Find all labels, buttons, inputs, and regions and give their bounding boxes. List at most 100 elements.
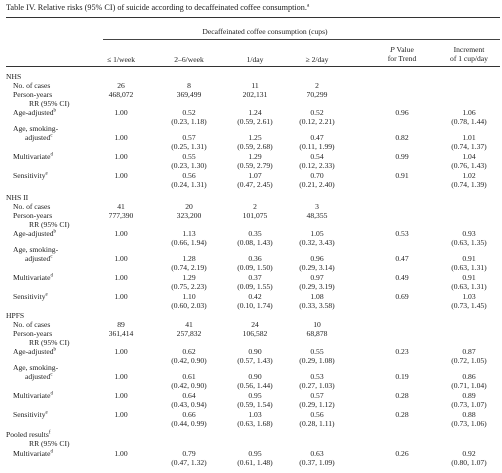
p-value-italic: P xyxy=(390,45,395,54)
rr-ci: (0.66, 1.94) xyxy=(171,238,207,247)
increment-value: 1.02 xyxy=(462,171,476,180)
rr-value: 0.62 xyxy=(182,347,196,356)
row-label: Multivariated xyxy=(13,152,53,161)
column-header-1: ≤ 1/week xyxy=(107,55,135,64)
p-trend-value: 0.23 xyxy=(395,347,409,356)
person-years-label: Person-years xyxy=(13,329,53,338)
rr-value: 1.00 xyxy=(114,171,128,180)
increment-value: 0.92 xyxy=(462,449,476,458)
row-label: Sensitivitye xyxy=(13,410,48,419)
increment-value: 0.93 xyxy=(462,229,476,238)
person-years-value: 257,832 xyxy=(176,329,202,338)
rr-value: 0.56 xyxy=(310,410,324,419)
rr-value: 0.64 xyxy=(182,391,196,400)
row-label-text: adjusted xyxy=(25,133,51,142)
rr-ci: (0.61, 1.48) xyxy=(237,458,273,467)
rr-value: 0.57 xyxy=(310,391,324,400)
cases-label: No. of cases xyxy=(13,320,51,329)
rr-value: 0.70 xyxy=(310,171,324,180)
rr-ci: (0.29, 1.12) xyxy=(299,400,335,409)
row-label-text: Multivariate xyxy=(13,152,51,161)
rr-label: RR (95% CI) xyxy=(29,99,70,108)
p-trend-value: 0.53 xyxy=(395,229,409,238)
person-years-value: 101,075 xyxy=(242,211,268,220)
increment-value: 0.87 xyxy=(462,347,476,356)
row-label-text: Sensitivity xyxy=(13,410,46,419)
row-label-line1: Age, smoking- xyxy=(13,124,59,133)
person-years-value: 468,072 xyxy=(108,90,134,99)
rr-ci: (0.21, 2.40) xyxy=(299,180,335,189)
rr-label: RR (95% CI) xyxy=(29,439,70,448)
row-label: adjustedc xyxy=(25,254,53,263)
rr-value: 1.13 xyxy=(182,229,196,238)
rr-value: 0.52 xyxy=(310,108,324,117)
p-value-rest: Value xyxy=(394,45,414,54)
rr-ci: (0.59, 2.61) xyxy=(237,117,273,126)
increment-value: 1.04 xyxy=(462,152,476,161)
person-years-value: 202,131 xyxy=(242,90,268,99)
rr-ci: (0.47, 1.32) xyxy=(171,458,207,467)
rr-ci: (0.32, 3.43) xyxy=(299,238,335,247)
person-years-label: Person-years xyxy=(13,211,53,220)
rr-value: 0.55 xyxy=(182,152,196,161)
rr-value: 1.10 xyxy=(182,292,196,301)
increment-ci: (0.74, 1.39) xyxy=(451,180,487,189)
rr-ci: (0.12, 2.21) xyxy=(299,117,335,126)
rr-ci: (0.42, 0.90) xyxy=(171,381,207,390)
increment-value: 0.86 xyxy=(462,372,476,381)
rr-ci: (0.10, 1.74) xyxy=(237,301,273,310)
rr-ci: (0.75, 2.23) xyxy=(171,282,207,291)
pooled-title-text: Pooled results xyxy=(6,430,49,439)
rr-value: 0.90 xyxy=(248,347,262,356)
row-label-text: Multivariate xyxy=(13,273,51,282)
rr-ci: (0.74, 2.19) xyxy=(171,263,207,272)
rr-value: 1.00 xyxy=(114,133,128,142)
cases-label: No. of cases xyxy=(13,202,51,211)
rr-value: 0.35 xyxy=(248,229,262,238)
row-label-footnote: b xyxy=(53,347,57,353)
person-years-value: 361,414 xyxy=(108,329,134,338)
rr-value: 0.95 xyxy=(248,391,262,400)
rr-value: 0.36 xyxy=(248,254,262,263)
row-label-line1: Age, smoking- xyxy=(13,245,59,254)
p-trend-value: 0.96 xyxy=(395,108,409,117)
increment-ci: (0.73, 1.45) xyxy=(451,301,487,310)
rr-value: 0.56 xyxy=(182,171,196,180)
row-label-text: Multivariate xyxy=(13,449,51,458)
row-label: Age-adjustedb xyxy=(13,108,56,117)
person-years-value: 48,355 xyxy=(306,211,328,220)
cases-value: 41 xyxy=(117,202,125,211)
rr-ci: (0.23, 1.18) xyxy=(171,117,207,126)
rr-value: 1.00 xyxy=(114,273,128,282)
cases-value: 8 xyxy=(187,81,191,90)
increment-header-line2: of 1 cup/day xyxy=(450,54,488,63)
p-value-header-line1: P Value xyxy=(390,45,414,54)
row-label-line1: Age, smoking- xyxy=(13,363,59,372)
rr-ci: (0.33, 3.58) xyxy=(299,301,335,310)
person-years-label: Person-years xyxy=(13,90,53,99)
rr-ci: (0.24, 1.31) xyxy=(171,180,207,189)
increment-ci: (0.73, 1.07) xyxy=(451,400,487,409)
row-label-footnote: d xyxy=(50,449,54,455)
rr-value: 0.96 xyxy=(310,254,324,263)
row-label-footnote: e xyxy=(45,171,48,177)
increment-header-line1: Increment xyxy=(453,45,485,54)
p-trend-value: 0.91 xyxy=(395,171,409,180)
row-label-text: Age-adjusted xyxy=(13,229,54,238)
increment-ci: (0.74, 1.37) xyxy=(451,142,487,151)
rr-ci: (0.25, 1.31) xyxy=(171,142,207,151)
person-years-value: 369,499 xyxy=(176,90,202,99)
rr-ci: (0.28, 1.11) xyxy=(299,419,335,428)
cases-value: 11 xyxy=(251,81,259,90)
column-header-2: 2–6/week xyxy=(174,55,204,64)
p-trend-value: 0.82 xyxy=(395,133,409,142)
increment-ci: (0.78, 1.44) xyxy=(451,117,487,126)
group-header-label: Decaffeinated coffee consumption (cups) xyxy=(202,27,328,36)
rr-ci: (0.12, 2.33) xyxy=(299,161,335,170)
rr-ci: (0.29, 3.19) xyxy=(299,282,335,291)
pooled-title-footnote: f xyxy=(48,430,51,436)
p-trend-value: 0.47 xyxy=(395,254,409,263)
rr-value: 0.90 xyxy=(248,372,262,381)
rr-value: 0.53 xyxy=(310,372,324,381)
rr-value: 0.63 xyxy=(310,449,324,458)
